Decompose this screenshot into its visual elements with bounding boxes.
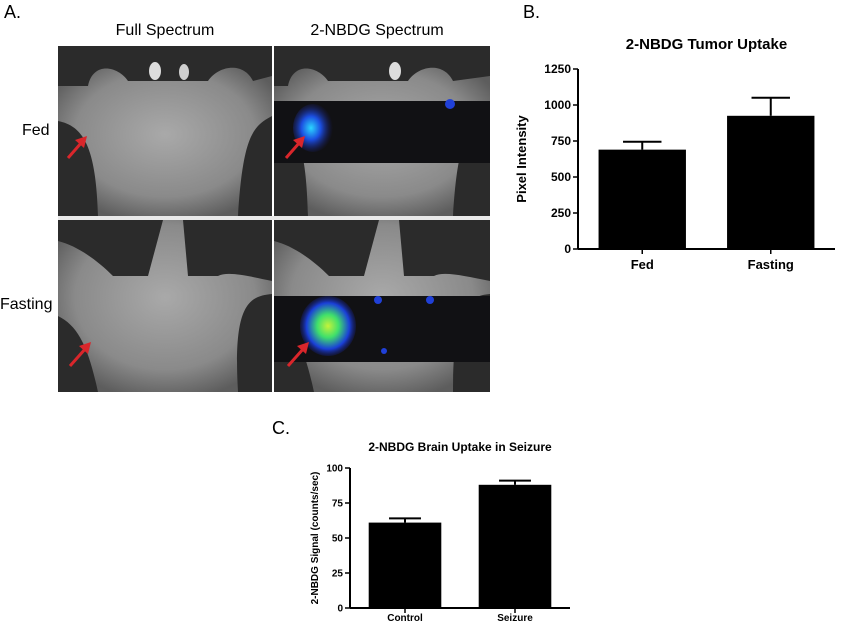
chart-title: 2-NBDG Brain Uptake in Seizure (368, 440, 552, 454)
y-axis-label: Pixel Intensity (514, 115, 529, 203)
column-header-2nbdg-spectrum: 2-NBDG Spectrum (310, 22, 444, 39)
y-tick-label: 1000 (544, 98, 571, 112)
x-tick-label: Seizure (497, 613, 533, 623)
y-tick-label: 250 (551, 206, 571, 220)
x-tick-label: Control (387, 613, 423, 623)
bar-control (368, 522, 442, 608)
x-tick-label: Fed (631, 257, 654, 272)
column-header-full-spectrum: Full Spectrum (115, 22, 215, 39)
x-tick-label: Fasting (748, 257, 794, 272)
bar-seizure (478, 484, 552, 608)
y-tick-label: 0 (564, 242, 571, 256)
bar-fasting (727, 115, 815, 249)
y-tick-label: 750 (551, 134, 571, 148)
brain-uptake-chart: 2-NBDG Brain Uptake in Seizure 2-NBDG Sig… (310, 440, 570, 623)
chart-title: 2-NBDG Tumor Uptake (626, 36, 787, 53)
arrow-icon (66, 136, 309, 367)
y-tick-label: 500 (551, 170, 571, 184)
fasting-full-spectrum-image (58, 220, 272, 392)
bar-fed (598, 149, 686, 249)
row-label-fed: Fed (22, 122, 50, 139)
fasting-2nbdg-spectrum-image (274, 220, 490, 392)
y-axis-label: 2-NBDG Signal (counts/sec) (310, 472, 321, 605)
panel-c-letter: C. (272, 418, 290, 438)
fed-full-spectrum-image (58, 46, 272, 216)
y-tick-label: 75 (332, 499, 344, 510)
panel-b-letter: B. (523, 2, 541, 22)
tumor-uptake-chart: 2-NBDG Tumor Uptake Pixel Intensity 0 250 50… (514, 36, 835, 272)
row-label-fasting: Fasting (0, 296, 53, 313)
fed-2nbdg-spectrum-image (274, 46, 490, 216)
y-tick-label: 50 (332, 534, 344, 545)
panel-a-letter: A. (4, 2, 22, 22)
y-tick-label: 1250 (544, 62, 571, 76)
y-tick-label: 100 (326, 464, 343, 475)
y-tick-label: 25 (332, 569, 344, 580)
mouse-image-grid (58, 46, 490, 392)
y-tick-label: 0 (337, 604, 343, 615)
